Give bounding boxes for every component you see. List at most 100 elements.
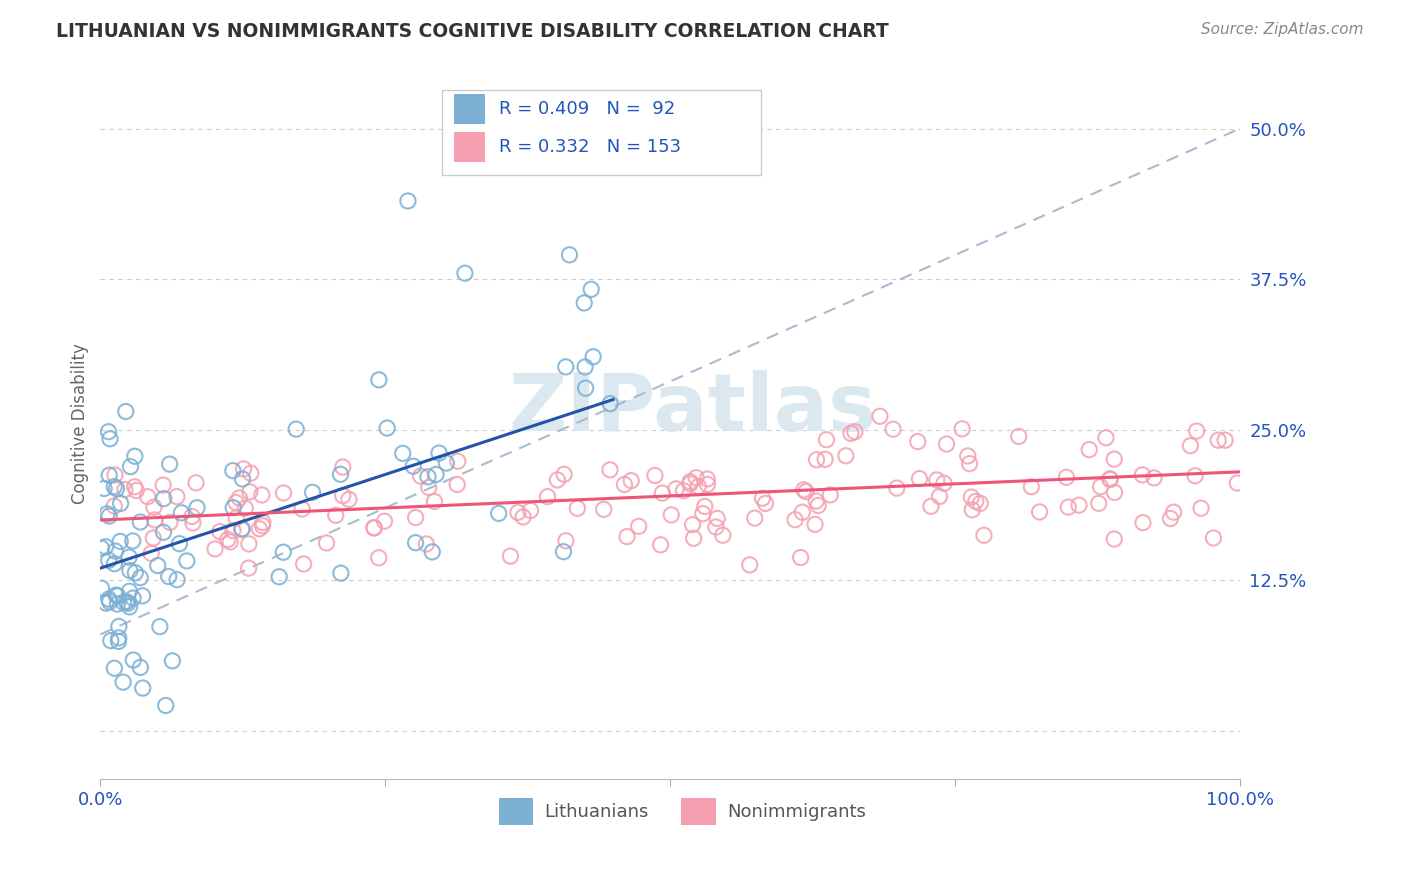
Point	[217, 533, 239, 547]
Point	[425, 467, 447, 482]
Point	[239, 484, 262, 499]
Point	[744, 511, 766, 525]
Point	[1087, 496, 1109, 510]
Point	[1143, 471, 1166, 485]
Text: R = 0.409   N =  92: R = 0.409 N = 92	[499, 100, 675, 118]
Point	[329, 467, 352, 482]
Point	[181, 509, 204, 524]
Point	[114, 483, 136, 497]
Point	[506, 505, 529, 519]
Point	[141, 546, 163, 560]
Point	[754, 496, 776, 510]
Text: R = 0.332   N = 153: R = 0.332 N = 153	[499, 138, 681, 156]
Point	[325, 508, 347, 523]
Point	[176, 554, 198, 568]
Point	[363, 520, 385, 534]
Point	[659, 508, 682, 522]
Point	[869, 409, 891, 424]
Point	[169, 537, 191, 551]
Point	[110, 534, 132, 549]
Point	[122, 653, 145, 667]
Point	[793, 483, 815, 497]
Point	[446, 477, 468, 491]
Point	[1184, 468, 1206, 483]
Y-axis label: Cognitive Disability: Cognitive Disability	[72, 343, 89, 504]
Point	[488, 507, 510, 521]
Point	[159, 457, 181, 471]
Point	[512, 510, 534, 524]
Point	[415, 537, 437, 551]
Point	[105, 588, 128, 602]
Point	[112, 595, 135, 609]
Point	[835, 449, 858, 463]
Point	[960, 503, 983, 517]
Point	[1189, 501, 1212, 516]
Point	[814, 452, 837, 467]
Point	[783, 513, 806, 527]
Point	[233, 501, 256, 516]
Point	[973, 528, 995, 542]
Point	[651, 486, 673, 500]
Point	[292, 557, 315, 571]
Point	[427, 446, 450, 460]
Point	[499, 549, 522, 563]
Point	[579, 282, 602, 296]
Point	[935, 437, 957, 451]
Point	[965, 494, 987, 508]
Point	[665, 482, 688, 496]
Point	[567, 501, 589, 516]
Point	[222, 464, 245, 478]
Point	[291, 502, 314, 516]
Point	[252, 518, 274, 533]
Point	[519, 503, 541, 517]
Point	[332, 460, 354, 475]
Point	[1090, 480, 1112, 494]
Point	[546, 473, 568, 487]
Point	[146, 558, 169, 573]
Point	[932, 476, 955, 491]
Point	[1206, 434, 1229, 448]
Point	[1099, 473, 1122, 487]
Point	[90, 581, 112, 595]
Point	[129, 515, 152, 529]
Point	[1008, 429, 1031, 443]
Point	[94, 596, 117, 610]
Point	[844, 425, 866, 439]
Point	[375, 421, 398, 435]
Point	[1078, 442, 1101, 457]
Point	[118, 599, 141, 614]
Point	[329, 566, 352, 581]
Point	[928, 489, 950, 503]
Point	[332, 489, 354, 503]
Point	[273, 486, 295, 500]
Point	[672, 483, 695, 498]
Point	[231, 522, 253, 536]
Point	[592, 502, 614, 516]
Point	[1226, 475, 1249, 490]
Point	[925, 473, 948, 487]
Point	[98, 432, 121, 446]
Point	[582, 350, 605, 364]
Point	[907, 434, 929, 449]
Point	[574, 359, 596, 374]
Point	[959, 457, 981, 471]
Point	[121, 533, 143, 548]
Point	[792, 505, 814, 519]
Point	[682, 517, 704, 532]
Point	[231, 523, 253, 537]
Point	[409, 469, 432, 483]
Point	[920, 500, 942, 514]
Point	[98, 595, 121, 609]
Point	[391, 446, 413, 460]
Point	[337, 492, 360, 507]
Point	[181, 516, 204, 530]
Point	[107, 634, 129, 648]
Point	[222, 524, 245, 538]
Point	[208, 524, 231, 539]
Point	[108, 619, 131, 633]
Point	[1185, 424, 1208, 438]
Point	[100, 633, 122, 648]
Point	[706, 511, 728, 525]
Point	[285, 422, 308, 436]
Point	[120, 459, 142, 474]
